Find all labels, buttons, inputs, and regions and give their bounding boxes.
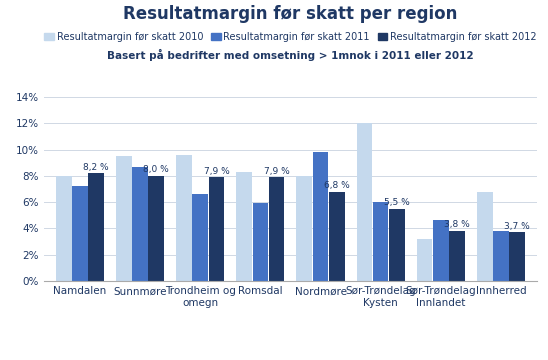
Text: 3,7 %: 3,7 % xyxy=(504,222,530,231)
Bar xyxy=(253,203,268,281)
Text: 3,8 %: 3,8 % xyxy=(444,220,470,229)
Bar xyxy=(389,209,405,281)
Bar xyxy=(296,176,312,281)
Text: 5,5 %: 5,5 % xyxy=(384,198,410,207)
Text: Resultatmargin før skatt per region: Resultatmargin før skatt per region xyxy=(123,5,458,23)
Bar xyxy=(449,231,465,281)
Bar xyxy=(132,167,148,281)
Text: Basert på bedrifter med omsetning > 1mnok i 2011 eller 2012: Basert på bedrifter med omsetning > 1mno… xyxy=(107,49,474,61)
Bar xyxy=(416,239,432,281)
Bar xyxy=(116,156,132,281)
Bar xyxy=(313,152,328,281)
Bar xyxy=(357,123,372,281)
Bar xyxy=(72,186,88,281)
Bar xyxy=(56,176,71,281)
Text: 7,9 %: 7,9 % xyxy=(204,167,229,176)
Text: 8,2 %: 8,2 % xyxy=(83,163,109,172)
Bar xyxy=(373,202,389,281)
Bar xyxy=(329,192,345,281)
Text: 6,8 %: 6,8 % xyxy=(324,181,350,190)
Bar xyxy=(192,194,208,281)
Bar xyxy=(236,172,252,281)
Bar xyxy=(209,177,224,281)
Bar xyxy=(477,192,493,281)
Bar xyxy=(88,173,104,281)
Bar xyxy=(269,177,284,281)
Legend: Resultatmargin før skatt 2010, Resultatmargin før skatt 2011, Resultatmargin før: Resultatmargin før skatt 2010, Resultatm… xyxy=(40,28,541,46)
Bar xyxy=(149,176,164,281)
Bar xyxy=(433,220,449,281)
Bar xyxy=(493,231,509,281)
Bar xyxy=(510,232,525,281)
Bar xyxy=(176,155,192,281)
Text: 8,0 %: 8,0 % xyxy=(144,165,169,174)
Text: 7,9 %: 7,9 % xyxy=(264,167,289,176)
